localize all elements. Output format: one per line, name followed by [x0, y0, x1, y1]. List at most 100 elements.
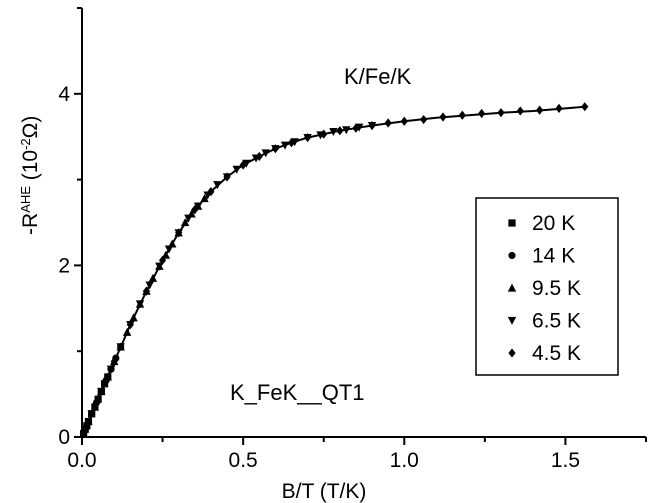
- data-point: [148, 273, 158, 282]
- data-point: [368, 120, 376, 131]
- y-tick-label: 4: [58, 83, 70, 106]
- data-point: [280, 141, 290, 150]
- data-point: [420, 114, 428, 125]
- data-point: [329, 127, 338, 136]
- legend-item: 20 K: [508, 212, 575, 235]
- data-point: [213, 181, 222, 190]
- data-point: [164, 245, 174, 254]
- annotation-sample: K/Fe/K: [344, 64, 412, 89]
- data-point: [116, 343, 125, 352]
- legend-item: 4.5 K: [508, 342, 581, 365]
- data-point: [184, 214, 193, 223]
- data-point: [135, 300, 145, 309]
- data-point: [439, 112, 447, 122]
- y-axis-title-unit-exp: -2: [18, 138, 33, 150]
- legend-items: 20 K 14 K 9.5 K 6.5 K 4.5 K: [507, 212, 581, 365]
- data-point: [103, 372, 112, 381]
- x-tick-label: 1.0: [390, 449, 419, 472]
- data-point: [261, 149, 270, 158]
- legend-item: 9.5 K: [507, 277, 581, 300]
- y-tick-label: 2: [58, 254, 70, 277]
- x-tick-label: 1.5: [551, 449, 580, 472]
- data-point: [400, 116, 408, 126]
- data-point: [342, 126, 351, 135]
- legend: 20 K 14 K 9.5 K 6.5 K 4.5 K: [475, 197, 619, 376]
- data-point: [84, 417, 93, 426]
- y-tick-label: 0: [58, 426, 70, 449]
- data-point: [175, 228, 183, 238]
- data-markers: [80, 102, 589, 438]
- y-axis-title: -RAHE (10-2Ω): [18, 116, 43, 235]
- data-point: [232, 165, 241, 174]
- data-point: [87, 410, 96, 419]
- legend-marker-square: [508, 219, 516, 227]
- data-point: [239, 160, 247, 170]
- data-point: [94, 394, 102, 404]
- legend-marker-triangle-up: [507, 283, 517, 292]
- data-point: [516, 106, 524, 116]
- data-point: [110, 356, 118, 367]
- data-point: [161, 250, 170, 259]
- data-point: [100, 380, 109, 388]
- data-point: [191, 205, 199, 215]
- data-point: [207, 187, 215, 197]
- series-triangle-down: [87, 121, 377, 419]
- data-point: [145, 281, 154, 290]
- data-point: [158, 255, 167, 265]
- axes: [81, 8, 646, 438]
- y-axis-title-unit-close: Ω): [19, 116, 42, 139]
- data-point: [81, 425, 89, 433]
- data-point: [155, 262, 164, 271]
- tick-labels: 0.0 0.5 1.0 1.5 0 2 4: [58, 83, 580, 472]
- legend-label: 20 K: [532, 212, 575, 235]
- data-point: [287, 138, 296, 148]
- data-point: [271, 144, 279, 154]
- legend-item: 6.5 K: [507, 310, 581, 333]
- data-point: [126, 320, 134, 330]
- legend-marker-diamond: [508, 348, 516, 358]
- data-point: [180, 218, 190, 227]
- data-point: [320, 129, 328, 139]
- data-point: [106, 365, 116, 374]
- y-axis-title-prefix: -R: [19, 213, 42, 235]
- legend-marker-circle: [508, 251, 516, 260]
- data-point: [129, 313, 138, 322]
- data-point: [336, 126, 344, 136]
- data-point: [242, 159, 251, 168]
- legend-box: [475, 197, 619, 376]
- legend-label: 14 K: [532, 245, 575, 268]
- data-point: [478, 108, 486, 119]
- series-diamond: [94, 102, 589, 404]
- data-point: [122, 327, 132, 336]
- data-point: [555, 103, 563, 113]
- data-point: [193, 202, 203, 211]
- x-tick-label: 0.0: [67, 449, 96, 472]
- data-point: [581, 102, 589, 112]
- data-point: [142, 286, 151, 296]
- data-point: [536, 105, 544, 115]
- data-point: [458, 110, 466, 120]
- data-point: [223, 172, 231, 182]
- y-axis-title-superscript: AHE: [18, 186, 33, 213]
- data-point: [384, 118, 392, 128]
- legend-label: 9.5 K: [532, 277, 581, 300]
- data-point: [352, 123, 360, 133]
- x-axis-title: B/T (T/K): [282, 480, 367, 503]
- data-point: [255, 151, 263, 162]
- data-point: [497, 108, 505, 118]
- data-point: [97, 387, 106, 396]
- data-point: [200, 194, 209, 203]
- legend-label: 6.5 K: [532, 310, 581, 333]
- legend-marker-triangle-down: [507, 316, 517, 325]
- data-point: [304, 132, 312, 143]
- data-point: [80, 429, 88, 438]
- x-tick-label: 0.5: [229, 449, 258, 472]
- legend-item: 14 K: [508, 245, 575, 268]
- legend-label: 4.5 K: [532, 342, 581, 365]
- data-point: [83, 422, 91, 430]
- annotation-file-label: K_FeK__QT1: [230, 380, 365, 405]
- data-point: [90, 402, 100, 411]
- y-axis-title-unit-open: (10: [19, 150, 42, 186]
